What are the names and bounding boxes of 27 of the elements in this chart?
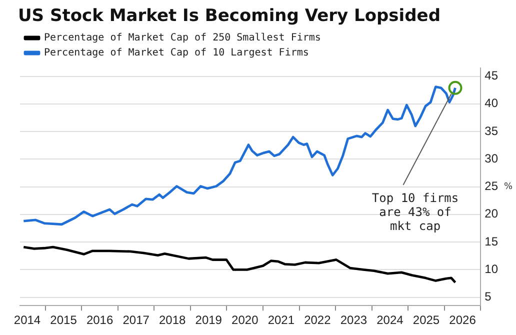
- x-tick-label: 2018: [158, 313, 186, 328]
- y-tick-label: 15: [484, 234, 498, 248]
- x-tick-label: 2015: [50, 313, 78, 328]
- x-tick-label: 2023: [340, 313, 368, 328]
- annotation: Top 10 firms are 43% of mkt cap: [372, 191, 459, 234]
- x-tick-label: 2024: [376, 313, 404, 328]
- x-tick-label: 2025: [412, 313, 440, 328]
- x-tick-label: 2014: [14, 313, 41, 328]
- x-tick-label: 2016: [86, 313, 114, 328]
- y-tick-label: 40: [484, 96, 498, 110]
- y-tick-label: 35: [484, 124, 498, 138]
- y-axis-title: %: [504, 182, 513, 192]
- y-tick-label: 10: [484, 262, 498, 276]
- y-tick-label: 20: [484, 206, 498, 221]
- chart-title: US Stock Market Is Becoming Very Lopsided: [18, 6, 440, 26]
- y-tick-label: 5: [484, 290, 492, 304]
- x-tick-label: 2021: [268, 313, 295, 328]
- legend-label: Percentage of Market Cap of 250 Smallest Firms: [44, 32, 321, 44]
- x-tick-label: 2020: [232, 313, 259, 328]
- x-tick-label: 2019: [195, 313, 222, 328]
- x-tick-label: 2017: [122, 313, 150, 328]
- y-tick-label: 45: [484, 68, 498, 83]
- y-tick-label: 30: [484, 151, 498, 166]
- y-tick-label: 25: [484, 179, 498, 194]
- x-tick-label: 2022: [304, 313, 332, 328]
- legend-label: Percentage of Market Cap of 10 Largest Firms: [44, 48, 309, 59]
- x-tick-label: 2026: [449, 313, 476, 328]
